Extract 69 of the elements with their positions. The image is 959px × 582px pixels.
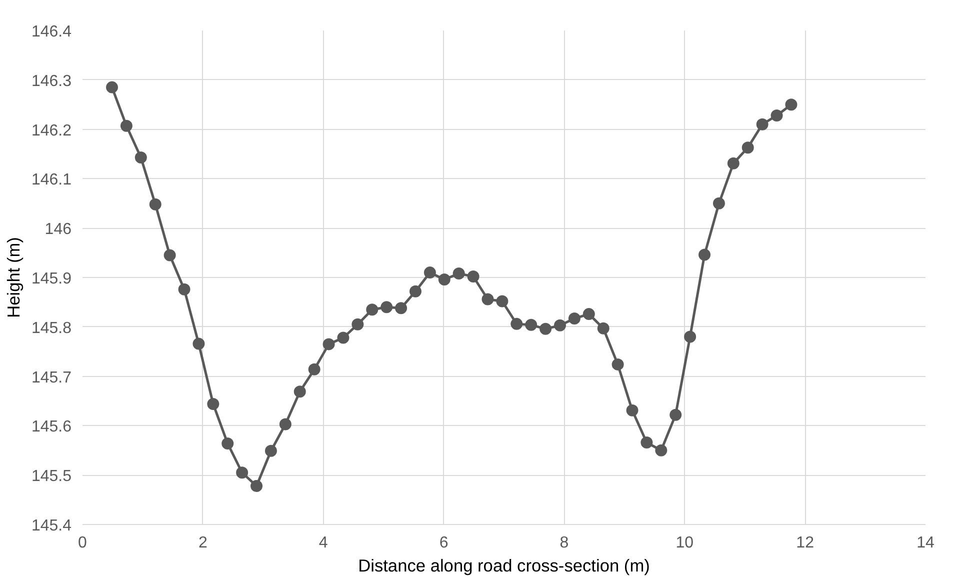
- y-tick-label: 146.4: [31, 24, 72, 40]
- point: [698, 248, 711, 261]
- y-axis-title: Height (m): [3, 237, 24, 318]
- point: [264, 444, 277, 457]
- y-tick-label: 145.5: [31, 468, 72, 486]
- y-tick-label: 146.2: [31, 122, 72, 140]
- point: [467, 270, 480, 282]
- point: [785, 98, 798, 111]
- point: [770, 109, 783, 122]
- point: [597, 322, 610, 334]
- point: [670, 408, 682, 421]
- x-tick-label: 10: [676, 534, 694, 552]
- point: [612, 358, 624, 370]
- point: [582, 308, 595, 320]
- point: [712, 197, 725, 210]
- point: [742, 142, 754, 154]
- point: [409, 285, 422, 298]
- point: [525, 318, 538, 331]
- point: [164, 249, 176, 262]
- y-tick-label: 145.4: [31, 518, 72, 534]
- point: [684, 330, 696, 343]
- point: [308, 363, 320, 376]
- point: [568, 312, 580, 324]
- y-tick-label: 145.7: [31, 369, 72, 386]
- x-tick-label: 6: [439, 534, 448, 552]
- point: [540, 322, 552, 335]
- x-tick-label: 8: [560, 534, 569, 552]
- point: [120, 120, 132, 132]
- x-tick-label: 4: [318, 534, 328, 552]
- point: [655, 444, 668, 456]
- x-axis-title: Distance along road cross-section (m): [358, 556, 650, 576]
- point: [554, 319, 566, 332]
- point: [640, 436, 653, 448]
- x-tick-label: 14: [916, 534, 934, 552]
- point: [294, 386, 306, 398]
- point: [279, 418, 292, 430]
- point: [236, 466, 248, 479]
- x-tick-label: 0: [78, 534, 88, 552]
- x-tick-label: 12: [796, 534, 814, 552]
- x-tick-label: 2: [198, 534, 208, 552]
- point: [452, 268, 465, 280]
- y-tick-label: 145.9: [31, 270, 72, 288]
- point: [366, 304, 378, 316]
- point: [352, 318, 364, 330]
- y-tick-label: 146: [44, 221, 72, 238]
- point: [395, 302, 408, 314]
- point: [178, 283, 190, 296]
- point: [207, 398, 220, 410]
- point: [727, 157, 740, 170]
- point: [192, 338, 205, 350]
- point: [106, 81, 118, 94]
- point: [496, 295, 508, 308]
- y-tick-label: 146.1: [31, 172, 72, 189]
- point: [250, 480, 263, 492]
- point: [222, 437, 234, 450]
- point: [510, 318, 523, 330]
- point: [380, 301, 393, 314]
- point: [438, 273, 450, 286]
- y-tick-label: 146.3: [31, 72, 72, 90]
- point: [424, 266, 436, 279]
- y-tick-label: 145.6: [31, 418, 72, 436]
- y-tick-label: 145.8: [31, 320, 72, 337]
- point: [756, 118, 768, 130]
- point: [322, 338, 335, 350]
- point: [626, 404, 638, 416]
- point: [134, 151, 147, 164]
- point: [149, 198, 162, 210]
- point: [337, 332, 350, 344]
- point: [482, 293, 494, 306]
